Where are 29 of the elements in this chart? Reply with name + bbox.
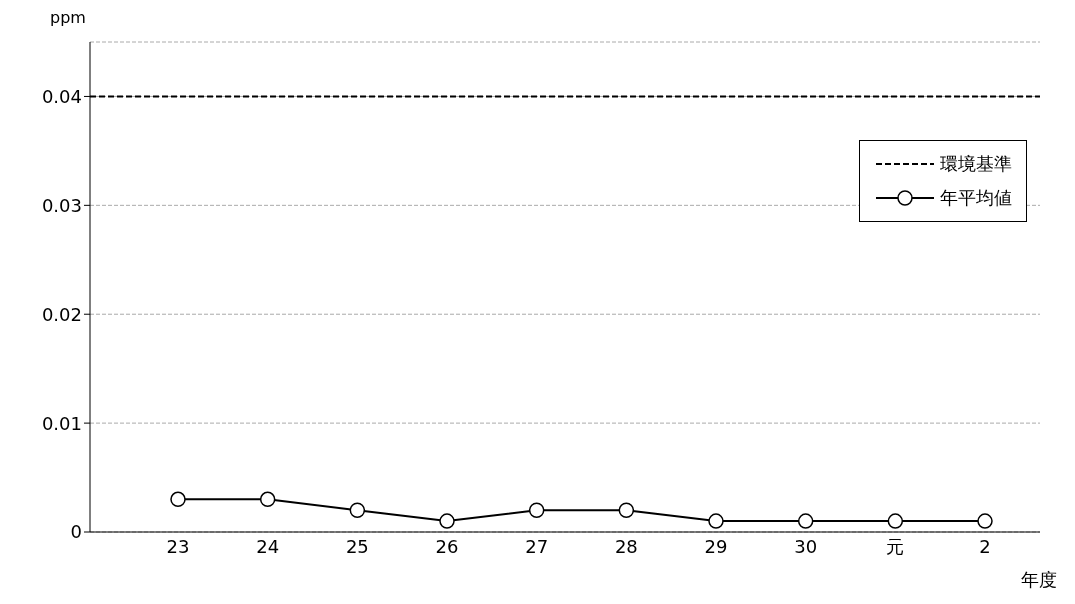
point [349, 502, 366, 518]
point [170, 491, 186, 508]
x-tick-label: 24 [256, 535, 280, 557]
x-tick-label: 元 [886, 535, 905, 557]
y-axis-title: ppm [50, 8, 86, 27]
x-tick-label: 25 [345, 535, 369, 557]
x-tick-label: 2 [979, 535, 991, 557]
point [797, 513, 814, 529]
legend-label: 年平均値 [940, 186, 1012, 210]
point [887, 513, 904, 529]
point [708, 513, 724, 529]
x-tick-label: 27 [525, 535, 549, 557]
point [977, 513, 993, 529]
point [618, 502, 635, 518]
x-axis-title: 年度 [1021, 568, 1057, 592]
y-tick-label: 0 [70, 521, 82, 543]
point [259, 491, 276, 508]
legend-label: 環境基準 [940, 152, 1012, 176]
y-tick-label: 0.02 [41, 303, 82, 325]
x-tick-label: 28 [614, 535, 638, 557]
y-tick-label: 0.01 [41, 412, 82, 434]
x-tick-label: 26 [435, 535, 459, 557]
point [439, 513, 455, 529]
y-tick-label: 0.04 [41, 85, 82, 107]
x-tick-label: 23 [166, 535, 190, 557]
x-tick-label: 30 [794, 535, 818, 557]
point [528, 502, 545, 518]
y-tick-label: 0.03 [41, 194, 82, 216]
x-tick-label: 29 [704, 535, 728, 557]
